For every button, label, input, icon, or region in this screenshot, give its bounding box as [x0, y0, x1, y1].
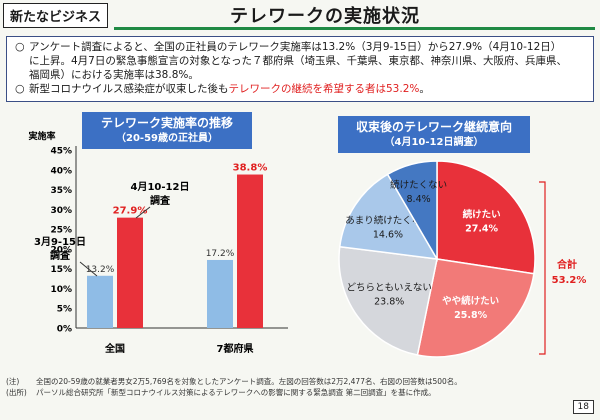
pie-slice-4: [338, 173, 439, 260]
y-tick-label: 20%: [50, 245, 72, 255]
x-category-label: 全国: [104, 342, 125, 355]
y-tick-label: 10%: [50, 285, 72, 295]
total-label: 合計: [556, 258, 577, 271]
section-tag: 新たなビジネス: [3, 3, 109, 28]
pie-slice-label: 続けたい: [463, 209, 501, 221]
bar-1-2: [207, 259, 233, 328]
pie-slice-5: [386, 160, 438, 262]
annotation-march-arrow: [79, 261, 98, 277]
y-tick-label: 35%: [50, 186, 72, 196]
pie-slice-value: 27.4%: [465, 224, 498, 235]
pie-chart-title: 収束後のテレワーク継続意向: [355, 120, 512, 134]
summary-line: アンケート調査によると、全国の正社員のテレワーク実施率は13.2%（3月9-15…: [29, 41, 562, 53]
pie-slice-value: 25.8%: [454, 310, 487, 321]
pie-chart-header: 収束後のテレワーク継続意向 （4月10-12日調査）: [338, 116, 530, 153]
bar-value-label: 38.8%: [233, 163, 268, 174]
summary-text: 。: [419, 83, 430, 95]
note-text: 全国の20-59歳の就業者男女2万5,769名を対象としたアンケート調査。左図の…: [36, 377, 462, 386]
y-tick-label: 5%: [57, 305, 72, 315]
page-number: 18: [572, 400, 594, 414]
bar-2-2: [237, 174, 263, 328]
y-tick-label: 0%: [57, 325, 72, 335]
title-underline: [114, 27, 595, 30]
bar-2-1: [117, 217, 143, 328]
summary-line: に上昇。4月7日の緊急事態宣言の対象となった７都府県（埼玉県、千葉県、東京都、神…: [29, 55, 568, 67]
source-text: パーソル総合研究所「新型コロナウイルス対策によるテレワークへの影響に関する緊急調…: [36, 388, 436, 397]
annotation-march-suffix: 調査: [50, 249, 71, 262]
pie-slice-label: やや続けたい: [442, 295, 499, 307]
y-tick-label: 45%: [50, 147, 72, 157]
y-axis-title: 実施率: [28, 130, 55, 142]
summary-box: ○ アンケート調査によると、全国の正社員のテレワーク実施率は13.2%（3月9-…: [6, 36, 594, 102]
total-value: 53.2%: [552, 275, 587, 286]
source-key: (出所): [6, 388, 27, 397]
bar-chart-title: テレワーク実施率の推移: [100, 116, 233, 130]
x-category-label: 7都府県: [217, 342, 254, 355]
bar-1-1: [87, 275, 113, 328]
pie-slice-label: あまり続けたくない: [345, 215, 431, 227]
pie-slice-2: [416, 258, 535, 358]
bar-value-label: 13.2%: [86, 265, 115, 275]
pie-chart: 続けたい 27.4% やや続けたい 25.8% どちらともいえない 23.8% あまり続けた…: [338, 160, 587, 358]
y-tick-label: 30%: [50, 206, 72, 216]
y-tick-label: 40%: [50, 166, 72, 176]
pie-slice-value: 23.8%: [374, 296, 404, 307]
annotation-march: 3月9-15日: [34, 236, 86, 248]
y-tick-label: 15%: [50, 265, 72, 275]
bar-chart: 実施率 0% 5% 10% 15% 20% 25% 30% 35% 40% 45% 13.2% 17.2…: [28, 130, 288, 355]
circle-outline-icon: ○: [15, 40, 25, 53]
annotation-april-suffix: 調査: [150, 194, 171, 207]
page-title: テレワークの実施状況: [230, 6, 420, 27]
pie-slice-label: 続けたくない: [390, 179, 447, 191]
annotation-april: 4月10-12日: [131, 181, 190, 193]
pie-slice-value: 14.6%: [373, 230, 403, 241]
summary-line: 福岡県）における実施率は38.8%。: [29, 69, 199, 81]
summary-bullet-1: ○ アンケート調査によると、全国の正社員のテレワーク実施率は13.2%（3月9-…: [15, 40, 585, 82]
total-bracket: [539, 181, 546, 355]
bar-value-label: 17.2%: [206, 249, 235, 259]
bar-chart-subtitle: （20-59歳の正社員）: [116, 133, 218, 144]
footnotes: (注) 全国の20-59歳の就業者男女2万5,769名を対象としたアンケート調査…: [6, 376, 566, 398]
summary-highlight: テレワークの継続を希望する者は53.2%: [228, 83, 420, 95]
pie-slice-3: [338, 245, 438, 356]
bar-value-label: 27.9%: [113, 206, 148, 217]
pie-chart-subtitle: （4月10-12日調査）: [384, 137, 484, 148]
pie-slice-label: どちらともいえない: [347, 282, 432, 293]
annotation-april-arrow: [135, 206, 151, 219]
summary-text: 新型コロナウイルス感染症が収束した後も: [29, 83, 229, 95]
note-key: (注): [6, 377, 20, 386]
y-tick-label: 25%: [50, 226, 72, 236]
summary-bullet-2: ○ 新型コロナウイルス感染症が収束した後もテレワークの継続を希望する者は53.2…: [15, 82, 585, 96]
pie-slice-1: [436, 160, 536, 275]
circle-outline-icon: ○: [15, 82, 25, 95]
pie-slice-value: 8.4%: [407, 194, 431, 205]
bar-chart-header: テレワーク実施率の推移 （20-59歳の正社員）: [82, 112, 252, 149]
